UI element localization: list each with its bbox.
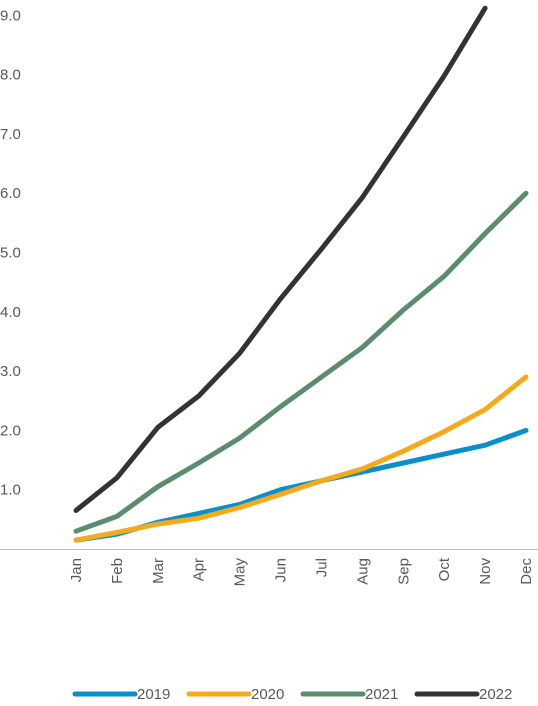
- legend: 2019 2020 2021 2022: [72, 686, 512, 703]
- x-tick-label-feb: Feb: [109, 558, 126, 584]
- x-tick-label-jul: Jul: [313, 558, 330, 577]
- x-tick-label-nov: Nov: [477, 558, 494, 585]
- x-tick-label-mar: Mar: [150, 558, 167, 584]
- y-tick-label: 6.0: [0, 185, 21, 202]
- y-tick-label: 9.0: [0, 7, 21, 24]
- legend-label-2019: 2019: [137, 686, 170, 703]
- series-lines: [73, 5, 529, 543]
- x-tick-label-jun: Jun: [273, 558, 290, 582]
- series-line-2021: [73, 190, 529, 534]
- legend-label-2022: 2022: [479, 686, 512, 703]
- y-tick-label: 2.0: [0, 422, 21, 439]
- x-tick-label-oct: Oct: [436, 557, 453, 581]
- y-tick-label: 5.0: [0, 245, 21, 262]
- y-tick-label: 7.0: [0, 126, 21, 143]
- y-tick-label: 3.0: [0, 363, 21, 380]
- series-line-2020: [73, 374, 529, 543]
- x-tick-label-apr: Apr: [191, 558, 208, 581]
- y-tick-label: 8.0: [0, 67, 21, 84]
- y-tick-label: 1.0: [0, 482, 21, 499]
- legend-label-2020: 2020: [251, 686, 284, 703]
- legend-label-2021: 2021: [365, 686, 398, 703]
- x-axis-tick-labels: Jan Feb Mar Apr May Jun Jul Aug Sep Oct Nov Dec: [68, 557, 535, 586]
- y-axis-tick-labels: 1.0 2.0 3.0 4.0 5.0 6.0 7.0 8.0 9.0: [0, 7, 21, 498]
- y-tick-label: 4.0: [0, 304, 21, 321]
- x-tick-label-aug: Aug: [354, 558, 371, 585]
- series-line-2022: [73, 5, 488, 513]
- x-tick-label-dec: Dec: [518, 558, 535, 585]
- x-tick-label-may: May: [232, 558, 249, 587]
- x-tick-label-jan: Jan: [68, 558, 85, 582]
- x-tick-label-sep: Sep: [395, 558, 412, 585]
